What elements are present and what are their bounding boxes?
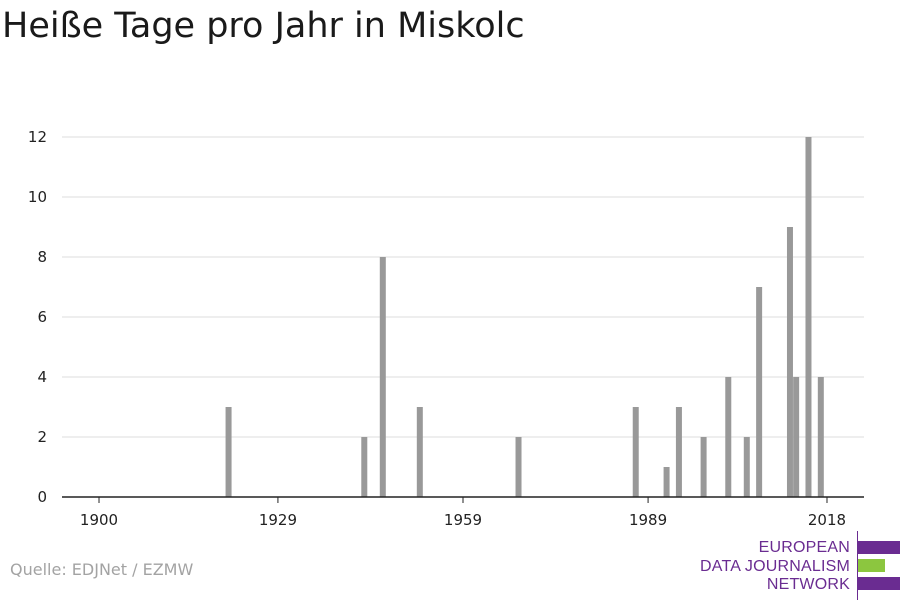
logo-divider — [857, 531, 858, 600]
bar-1943 — [361, 437, 368, 497]
bar-1968 — [515, 437, 522, 497]
bar-1994 — [675, 407, 682, 497]
bar-1952 — [416, 407, 423, 497]
bar-1992 — [663, 467, 670, 497]
y-tick-label: 10 — [28, 188, 47, 206]
page-title: Heiße Tage pro Jahr in Miskolc — [2, 6, 525, 46]
x-tick-label: 1929 — [259, 511, 297, 529]
logo-line-data-journalism: DATA JOURNALISM — [700, 557, 850, 575]
y-tick-label: 0 — [37, 488, 47, 506]
x-tick-label: 1989 — [629, 511, 667, 529]
grid-lines — [62, 136, 864, 438]
bar-2013 — [793, 377, 800, 497]
logo-bar-top — [858, 541, 900, 554]
x-tick-label: 2018 — [808, 511, 846, 529]
bar-2005 — [743, 437, 750, 497]
edjnet-logo: EUROPEAN DATA JOURNALISM NETWORK — [700, 528, 900, 600]
source-label: Quelle: EDJNet / EZMW — [10, 560, 194, 579]
axes: 0 2 4 6 8 10 12 1900 1929 1959 1989 2018 — [28, 128, 864, 529]
bar-2012 — [786, 227, 793, 497]
y-tick-label: 4 — [37, 368, 47, 386]
bar-2002 — [725, 377, 732, 497]
bar-1921 — [225, 407, 232, 497]
bar-1987 — [632, 407, 639, 497]
bar-2007 — [756, 287, 763, 497]
x-tick-label: 1900 — [80, 511, 118, 529]
y-tick-label: 8 — [37, 248, 47, 266]
y-tick-label: 6 — [37, 308, 47, 326]
bar-1946 — [379, 257, 386, 497]
logo-bar-bottom — [858, 577, 900, 590]
bar-2017 — [817, 377, 824, 497]
logo-text: EUROPEAN DATA JOURNALISM NETWORK — [700, 539, 850, 595]
x-tick-label: 1959 — [444, 511, 482, 529]
logo-line-network: NETWORK — [766, 576, 850, 593]
bar-2015 — [805, 137, 812, 497]
y-tick-label: 2 — [37, 428, 47, 446]
logo-line-european: EUROPEAN — [758, 539, 850, 556]
bar-1998 — [700, 437, 707, 497]
y-tick-label: 12 — [28, 128, 47, 146]
bars — [225, 137, 824, 497]
logo-bar-middle — [858, 559, 885, 572]
